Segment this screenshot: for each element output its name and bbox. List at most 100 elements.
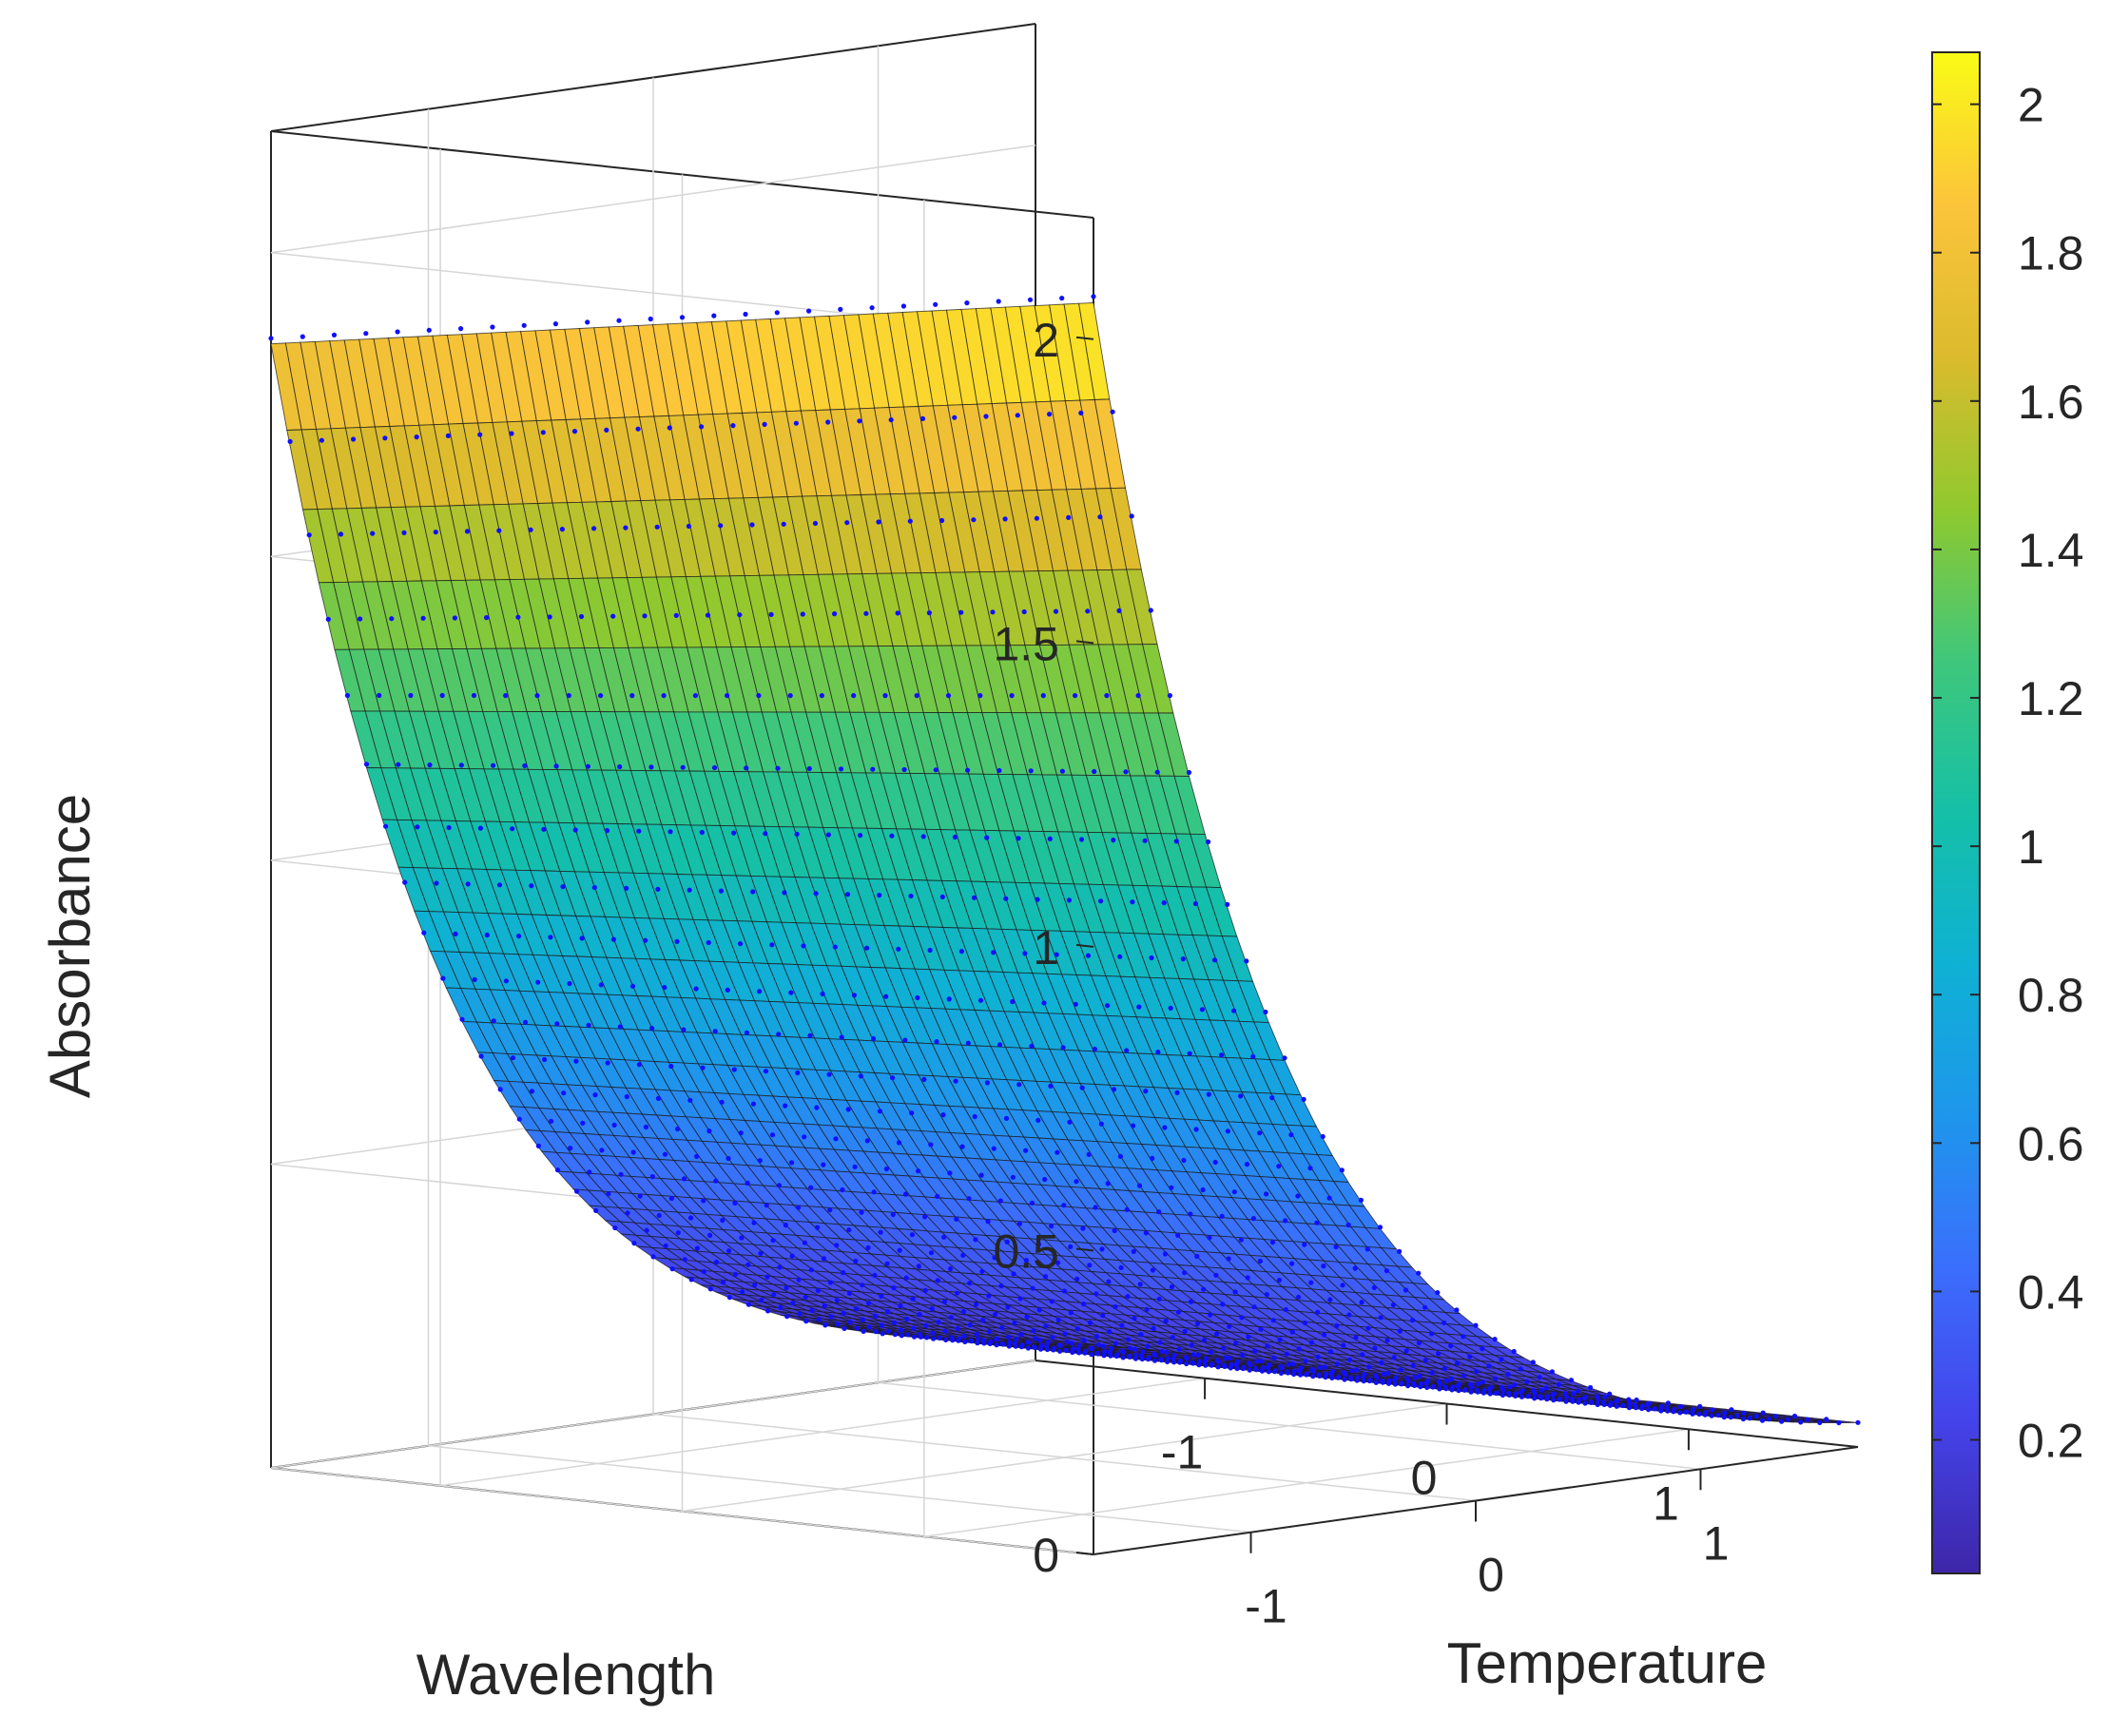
- data-point: [958, 949, 965, 955]
- data-point: [916, 1168, 921, 1174]
- data-point: [1050, 1335, 1055, 1341]
- data-point: [1143, 1089, 1149, 1094]
- data-point: [1167, 693, 1172, 699]
- data-point: [1193, 1127, 1199, 1132]
- data-point: [1385, 1370, 1391, 1376]
- data-point: [1200, 1186, 1206, 1193]
- data-point: [1121, 1349, 1127, 1355]
- data-point: [1212, 1159, 1218, 1166]
- colorbar: 0.2 0.4 0.6 0.8 1 1.2 1.4 1.6 1.8 2: [1931, 51, 2084, 1574]
- data-point: [458, 762, 464, 768]
- data-point: [826, 1071, 832, 1077]
- data-point: [534, 693, 540, 699]
- data-point: [865, 1244, 871, 1251]
- data-point: [1532, 1391, 1538, 1397]
- data-point: [1010, 1174, 1016, 1180]
- data-point: [1322, 1332, 1327, 1338]
- data-point: [701, 1198, 706, 1204]
- data-point: [846, 1227, 852, 1233]
- data-point: [1469, 1384, 1475, 1390]
- data-point: [763, 831, 768, 837]
- data-point: [1100, 1343, 1106, 1349]
- data-point: [1132, 1316, 1137, 1321]
- data-point: [395, 329, 400, 335]
- data-point: [986, 1293, 992, 1299]
- data-point: [1110, 409, 1115, 415]
- data-point: [1152, 1352, 1158, 1358]
- data-point: [1045, 1340, 1051, 1345]
- data-point: [974, 1331, 979, 1338]
- data-point: [548, 935, 553, 940]
- data-point: [1361, 1379, 1366, 1384]
- data-point: [510, 826, 515, 832]
- data-point: [1113, 1303, 1118, 1310]
- data-point: [871, 1189, 877, 1195]
- data-point: [586, 1022, 591, 1028]
- data-point: [1589, 1399, 1595, 1405]
- data-point: [1588, 1384, 1594, 1391]
- data-point: [933, 767, 938, 773]
- data-point: [930, 1330, 936, 1336]
- data-point: [1120, 1355, 1126, 1360]
- data-point: [408, 692, 414, 699]
- data-point: [712, 1029, 718, 1034]
- data-point: [1397, 1328, 1403, 1334]
- data-point: [688, 1277, 694, 1283]
- data-point: [784, 1285, 789, 1291]
- data-point: [939, 894, 945, 900]
- data-point: [1710, 1407, 1715, 1413]
- data-point: [1390, 1302, 1396, 1308]
- data-point: [414, 434, 419, 440]
- data-point: [1327, 1349, 1334, 1355]
- data-point: [1146, 1355, 1151, 1360]
- data-point: [1467, 1354, 1473, 1360]
- data-point: [1113, 1341, 1119, 1346]
- data-point: [1633, 1405, 1638, 1411]
- data-point: [701, 1268, 707, 1275]
- data-point: [1030, 1285, 1035, 1291]
- data-point: [643, 1124, 649, 1130]
- data-point: [1672, 1406, 1677, 1413]
- z-tick: [1075, 640, 1094, 645]
- data-point: [952, 415, 958, 420]
- data-point: [821, 1162, 826, 1167]
- data-point: [882, 693, 888, 699]
- data-point: [1232, 1289, 1238, 1295]
- data-point: [1532, 1396, 1538, 1401]
- data-point: [471, 692, 477, 699]
- data-point: [978, 1172, 984, 1178]
- data-point: [516, 1116, 522, 1122]
- data-point: [876, 519, 881, 525]
- data-point: [1097, 514, 1103, 520]
- data-point: [1250, 1053, 1256, 1059]
- data-point: [1362, 1372, 1367, 1378]
- data-point: [1171, 1352, 1177, 1358]
- data-point: [858, 1073, 863, 1079]
- data-point: [1000, 1341, 1006, 1347]
- data-point: [1722, 1410, 1728, 1416]
- data-point: [711, 764, 718, 771]
- data-point: [899, 1327, 904, 1333]
- data-point: [1530, 1360, 1536, 1365]
- data-point: [784, 1314, 790, 1320]
- data-point: [635, 426, 641, 432]
- data-point: [1161, 900, 1167, 906]
- data-point: [687, 887, 692, 893]
- data-point: [789, 1253, 795, 1259]
- data-point: [864, 1138, 870, 1144]
- data-point: [954, 1290, 960, 1296]
- data-point: [945, 693, 952, 699]
- data-point: [1383, 1268, 1389, 1274]
- data-point: [857, 418, 862, 424]
- data-point: [1518, 1366, 1523, 1372]
- data-point: [928, 1250, 935, 1256]
- data-point: [1231, 1008, 1237, 1013]
- data-point: [885, 1328, 892, 1334]
- data-point: [1499, 1357, 1504, 1362]
- data-point: [1448, 1343, 1454, 1349]
- data-point: [383, 823, 389, 829]
- data-point: [1053, 608, 1059, 614]
- data-point: [1494, 1390, 1500, 1396]
- data-point: [1054, 952, 1059, 957]
- data-point: [1105, 1003, 1111, 1009]
